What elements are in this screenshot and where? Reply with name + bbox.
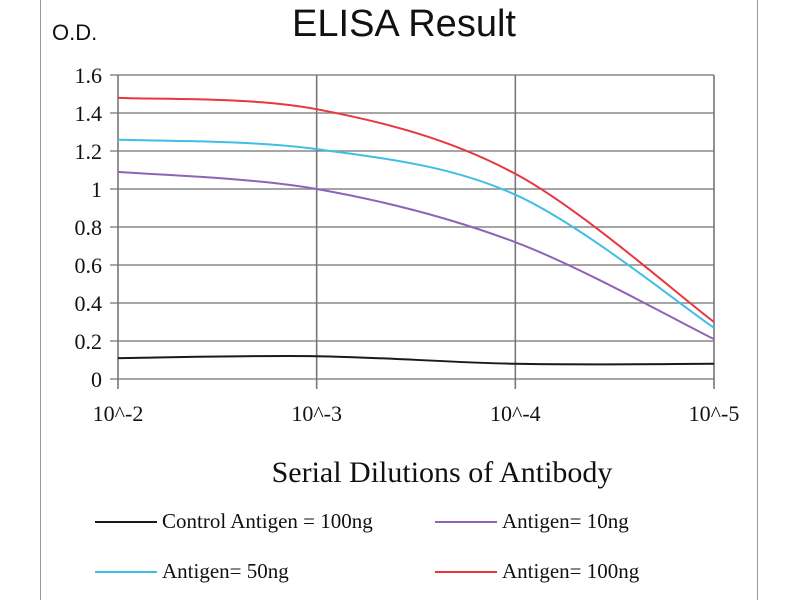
x-tick-label: 10^-2 bbox=[93, 401, 144, 426]
y-tick-label: 1.2 bbox=[75, 139, 103, 164]
x-tick-label: 10^-3 bbox=[291, 401, 342, 426]
legend-label: Antigen= 10ng bbox=[502, 509, 629, 533]
series-line-3 bbox=[117, 96, 715, 323]
y-tick-label: 1.4 bbox=[75, 101, 103, 126]
chart-frame bbox=[40, 0, 758, 600]
y-tick-label: 0.8 bbox=[75, 215, 103, 240]
y-tick-label: 1 bbox=[91, 177, 102, 202]
y-tick-label: 0.6 bbox=[75, 253, 103, 278]
x-tick-label: 10^-4 bbox=[490, 401, 541, 426]
series-line-1 bbox=[117, 170, 715, 340]
series-line-0 bbox=[117, 354, 715, 366]
y-tick-label: 0.4 bbox=[75, 291, 103, 316]
legend-label: Antigen= 50ng bbox=[162, 559, 289, 583]
x-tick-label: 10^-5 bbox=[689, 401, 740, 426]
chart-title: ELISA Result bbox=[292, 3, 516, 45]
legend-label: Control Antigen = 100ng bbox=[162, 509, 373, 533]
y-tick-label: 0 bbox=[91, 367, 102, 392]
series-line-2 bbox=[117, 138, 715, 329]
legend-label: Antigen= 100ng bbox=[502, 559, 640, 583]
y-tick-label: 0.2 bbox=[75, 329, 103, 354]
x-axis-label: Serial Dilutions of Antibody bbox=[272, 456, 613, 489]
y-tick-label: 1.6 bbox=[75, 63, 103, 88]
y-axis-label: O.D. bbox=[52, 20, 97, 45]
